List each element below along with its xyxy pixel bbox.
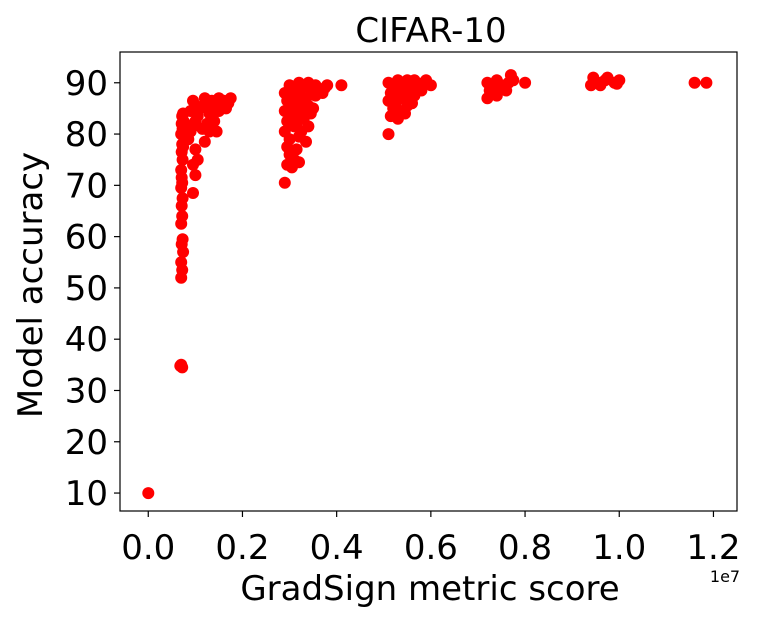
data-point [196,122,209,135]
data-point [307,102,320,115]
x-tick-label: 0.0 [121,528,175,568]
x-tick-label: 1.2 [686,528,740,568]
y-axis: 10 20 30 40 50 60 70 80 90 [65,64,120,514]
data-point [175,256,188,269]
x-axis: 0.0 0.2 0.4 0.6 0.8 1.0 1.2 [121,511,740,568]
data-point [278,176,291,189]
y-tick-label: 80 [65,115,108,155]
x-tick-label: 0.2 [215,528,269,568]
y-tick-label: 50 [65,269,108,309]
y-tick-label: 60 [65,218,108,258]
data-point [176,210,189,223]
data-point [191,153,204,166]
data-point [189,143,202,156]
x-tick-label: 1.0 [592,528,646,568]
data-point [321,79,334,92]
data-point [278,125,291,138]
data-point [382,128,395,141]
y-tick-label: 70 [65,166,108,206]
data-point [408,74,421,87]
data-point [176,233,189,246]
data-point [176,192,189,205]
data-point [198,92,211,105]
y-axis-label: Model accuracy [11,152,51,418]
y-tick-label: 90 [65,64,108,104]
data-point [293,76,305,89]
x-tick-label: 0.4 [310,528,364,568]
y-tick-label: 30 [65,371,108,411]
data-point [208,115,221,128]
data-point [382,76,395,89]
x-axis-label: GradSign metric score [240,569,619,609]
data-point [283,79,296,92]
data-point [290,143,303,156]
data-point [189,169,202,182]
data-point [507,74,520,87]
data-point [300,135,312,148]
chart-title: CIFAR-10 [355,11,506,51]
data-point [187,187,199,199]
data-point [174,359,187,372]
data-points [142,69,713,500]
data-point [302,120,315,133]
data-point [212,92,225,105]
y-tick-label: 10 [65,474,108,514]
data-point [610,77,623,90]
data-point [175,164,188,176]
x-axis-offset-label: 1e7 [710,567,740,586]
data-point [309,79,322,92]
data-point [210,125,223,138]
data-point [700,76,713,89]
data-point [222,97,235,110]
x-tick-label: 0.6 [404,528,458,568]
data-point [391,74,404,87]
data-point [142,487,155,500]
data-point [519,76,532,89]
data-point [335,79,348,92]
plot-area [119,51,738,512]
y-tick-label: 20 [65,423,108,463]
y-tick-label: 40 [65,320,108,360]
x-tick-label: 0.8 [498,528,552,568]
data-point [688,76,701,89]
data-point [424,79,437,92]
data-point [293,156,305,169]
data-point [187,94,199,107]
data-point [198,135,211,148]
